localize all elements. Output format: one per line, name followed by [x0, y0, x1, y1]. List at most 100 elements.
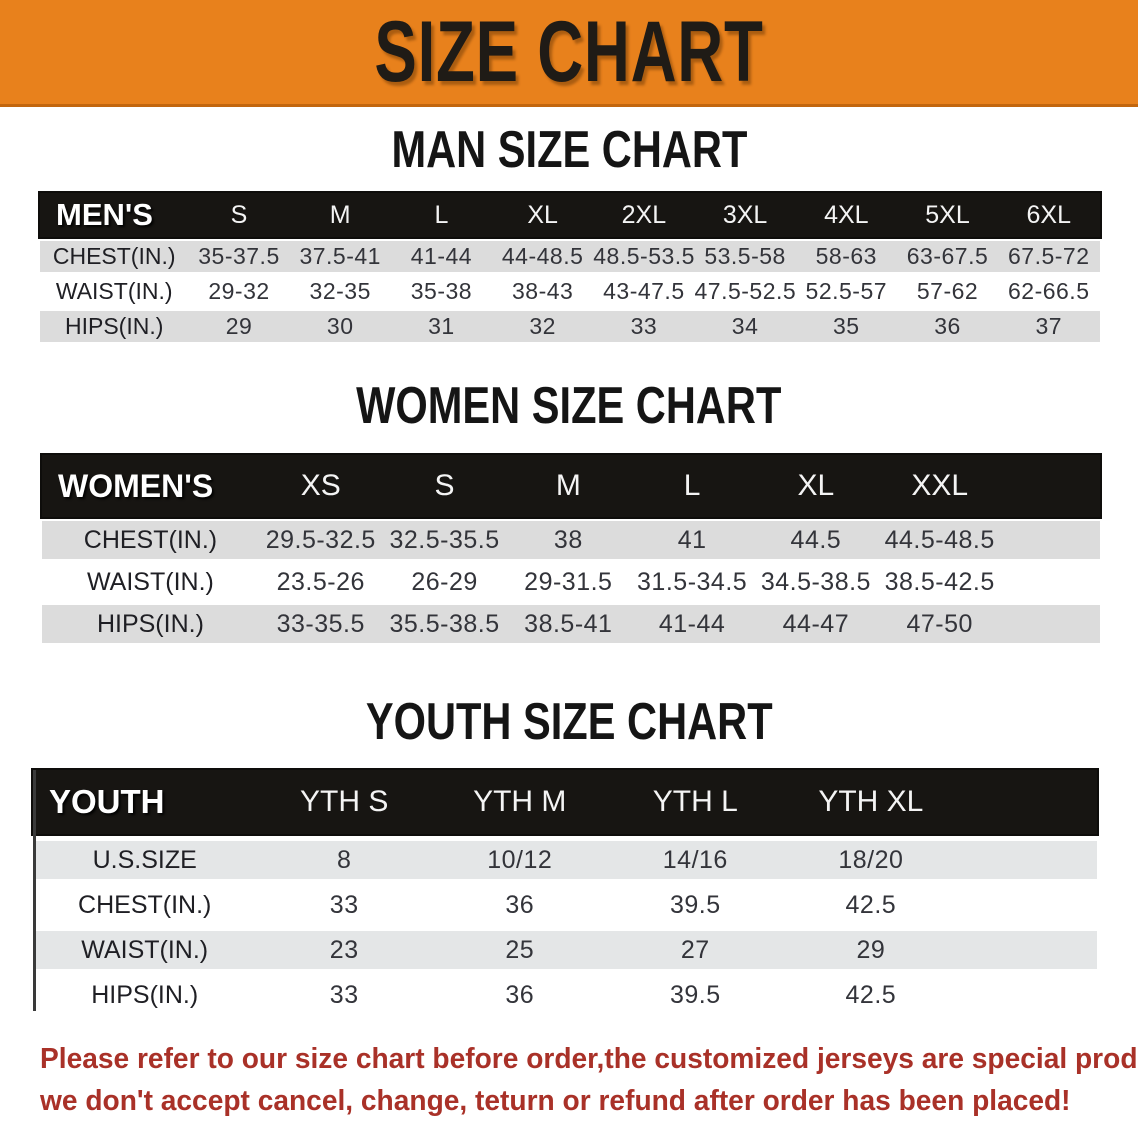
size-cell: 44-48.5 — [501, 243, 584, 269]
size-column-header: YTH M — [473, 785, 567, 818]
size-cell: 29.5-32.5 — [265, 525, 376, 554]
size-cell: 41-44 — [410, 243, 473, 269]
size-column-header: M — [555, 469, 581, 502]
size-column-header: 2XL — [621, 200, 667, 229]
row-label: HIPS(IN.) — [91, 980, 199, 1009]
size-cell: 31 — [428, 313, 455, 339]
row-label: HIPS(IN.) — [96, 609, 204, 638]
size-cell: 67.5-72 — [1007, 243, 1090, 269]
size-cell: 26-29 — [411, 567, 478, 596]
youth-size-table: YOUTH YTH S YTH M YTH L YTH XL U.S.SIZE … — [33, 770, 1097, 1014]
size-cell: 41-44 — [658, 609, 726, 638]
men-table-label: MEN'S — [56, 197, 153, 232]
size-column-header: XL — [527, 200, 558, 229]
size-cell: 37 — [1035, 313, 1063, 339]
size-cell: 10/12 — [487, 845, 553, 874]
banner: SIZE CHART — [0, 0, 1138, 107]
size-cell: 35 — [833, 313, 860, 339]
size-cell: 47.5-52.5 — [694, 278, 797, 304]
size-cell: 63-67.5 — [906, 243, 989, 269]
size-cell: 32 — [529, 313, 556, 339]
size-column-header: 4XL — [824, 200, 869, 229]
measurement-row-hips: HIPS(IN.) 33 36 39.5 42.5 — [33, 976, 1097, 1014]
size-cell: 36 — [505, 980, 535, 1009]
size-cell: 58-63 — [815, 243, 877, 269]
row-label: WAIST(IN.) — [87, 567, 214, 596]
size-cell: 53.5-58 — [704, 243, 786, 269]
measurement-row-chest: CHEST(IN.) 35-37.5 37.5-41 41-44 44-48.5… — [40, 241, 1100, 272]
measurement-row-hips: HIPS(IN.) 29 30 31 32 33 34 35 36 37 — [40, 311, 1100, 342]
size-cell: 41 — [677, 525, 707, 554]
size-cell: 38.5-41 — [524, 609, 613, 638]
size-cell: 38.5-42.5 — [884, 567, 995, 596]
size-column-header: L — [683, 469, 701, 502]
size-cell: 37.5-41 — [299, 243, 381, 269]
size-cell: 23 — [329, 935, 359, 964]
size-cell: 33-35.5 — [276, 609, 365, 638]
size-cell: 31.5-34.5 — [637, 567, 748, 596]
women-section-heading: WOMEN SIZE CHART — [356, 377, 782, 435]
row-label: CHEST(IN.) — [78, 890, 212, 919]
size-cell: 18/20 — [838, 845, 904, 874]
size-column-header: XS — [300, 469, 341, 502]
measurement-row-waist: WAIST(IN.) 29-32 32-35 35-38 38-43 43-47… — [40, 276, 1100, 307]
footer-note-line1: Please refer to our size chart before or… — [40, 1043, 1138, 1075]
measurement-row-waist: WAIST(IN.) 23 25 27 29 — [33, 931, 1097, 969]
row-label: CHEST(IN.) — [83, 525, 218, 554]
size-cell: 33 — [329, 980, 359, 1009]
size-cell: 42.5 — [845, 890, 897, 919]
size-cell: 8 — [337, 845, 352, 874]
row-label: WAIST(IN.) — [55, 278, 173, 304]
measurement-row-ussize: U.S.SIZE 8 10/12 14/16 18/20 — [33, 841, 1097, 879]
size-cell: 44-47 — [782, 609, 850, 638]
size-cell: 43-47.5 — [603, 278, 685, 304]
size-cell: 34.5-38.5 — [760, 567, 871, 596]
size-column-header: 5XL — [925, 200, 970, 229]
size-column-header: XL — [797, 469, 835, 502]
size-cell: 38 — [553, 525, 583, 554]
size-cell: 39.5 — [669, 890, 721, 919]
measurement-row-hips: HIPS(IN.) 33-35.5 35.5-38.5 38.5-41 41-4… — [42, 605, 1100, 643]
size-cell: 44.5-48.5 — [884, 525, 995, 554]
women-table-header-row: WOMEN'S XS S M L XL XXL — [42, 455, 1100, 517]
size-cell: 25 — [505, 935, 535, 964]
size-column-header: 6XL — [1026, 200, 1071, 229]
size-column-header: 3XL — [722, 200, 768, 229]
footer-note: Please refer to our size chart before or… — [40, 1038, 1138, 1122]
size-cell: 42.5 — [845, 980, 897, 1009]
size-column-header: M — [329, 200, 351, 229]
row-label: U.S.SIZE — [92, 845, 197, 874]
man-section-heading: MAN SIZE CHART — [391, 121, 747, 179]
size-column-header: S — [434, 469, 455, 502]
youth-table-header-row: YOUTH YTH S YTH M YTH L YTH XL — [33, 770, 1097, 834]
size-cell: 32-35 — [309, 278, 371, 304]
size-cell: 27 — [680, 935, 710, 964]
size-column-header: YTH S — [300, 785, 389, 818]
youth-section-heading: YOUTH SIZE CHART — [365, 693, 773, 751]
measurement-row-waist: WAIST(IN.) 23.5-26 26-29 29-31.5 31.5-34… — [42, 563, 1100, 601]
size-column-header: YTH XL — [818, 785, 924, 818]
size-cell: 52.5-57 — [805, 278, 888, 304]
size-cell: 29-31.5 — [524, 567, 613, 596]
youth-table-label: YOUTH — [49, 783, 165, 820]
size-cell: 29-32 — [208, 278, 270, 304]
size-cell: 57-62 — [916, 278, 979, 304]
row-label: HIPS(IN.) — [65, 313, 164, 339]
measurement-row-chest: CHEST(IN.) 33 36 39.5 42.5 — [33, 886, 1097, 924]
size-cell: 23.5-26 — [276, 567, 365, 596]
size-column-header: XXL — [911, 469, 969, 502]
women-table-label: WOMEN'S — [58, 467, 214, 504]
size-cell: 48.5-53.5 — [593, 243, 695, 269]
women-size-table: WOMEN'S XS S M L XL XXL CHEST(IN.) 29.5-… — [42, 455, 1100, 643]
size-cell: 29 — [225, 313, 253, 339]
size-cell: 44.5 — [790, 525, 842, 554]
size-column-header: L — [434, 200, 449, 229]
size-cell: 39.5 — [669, 980, 721, 1009]
size-cell: 35-38 — [410, 278, 473, 304]
row-label: WAIST(IN.) — [81, 935, 209, 964]
size-cell: 34 — [731, 313, 759, 339]
size-cell: 14/16 — [662, 845, 728, 874]
banner-title: SIZE CHART — [374, 4, 764, 100]
size-cell: 32.5-35.5 — [389, 525, 500, 554]
measurement-row-chest: CHEST(IN.) 29.5-32.5 32.5-35.5 38 41 44.… — [42, 521, 1100, 559]
